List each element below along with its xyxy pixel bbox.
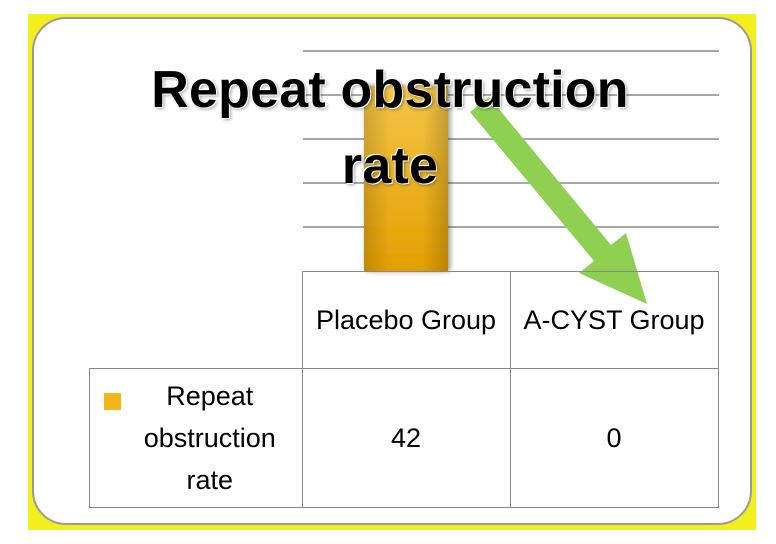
category-label: A-CYST Group xyxy=(509,271,719,369)
chart-title: Repeat obstruction rate xyxy=(151,61,629,195)
data-value: 42 xyxy=(301,368,511,508)
bar xyxy=(364,86,448,271)
series-name: Repeat obstruction rate xyxy=(143,381,276,495)
arrow-icon xyxy=(470,97,647,304)
series-label-cell: Repeat obstruction rate xyxy=(89,368,303,508)
bars xyxy=(364,86,448,271)
table-corner-cell xyxy=(89,271,303,369)
table-row: Repeat obstruction rate 42 0 xyxy=(89,368,719,508)
data-table: Placebo Group A-CYST Group Repeat obstru… xyxy=(89,271,719,508)
category-label: Placebo Group xyxy=(301,271,511,369)
data-value: 0 xyxy=(509,368,719,508)
table-header-row: Placebo Group A-CYST Group xyxy=(89,271,719,369)
legend-swatch xyxy=(104,393,121,410)
